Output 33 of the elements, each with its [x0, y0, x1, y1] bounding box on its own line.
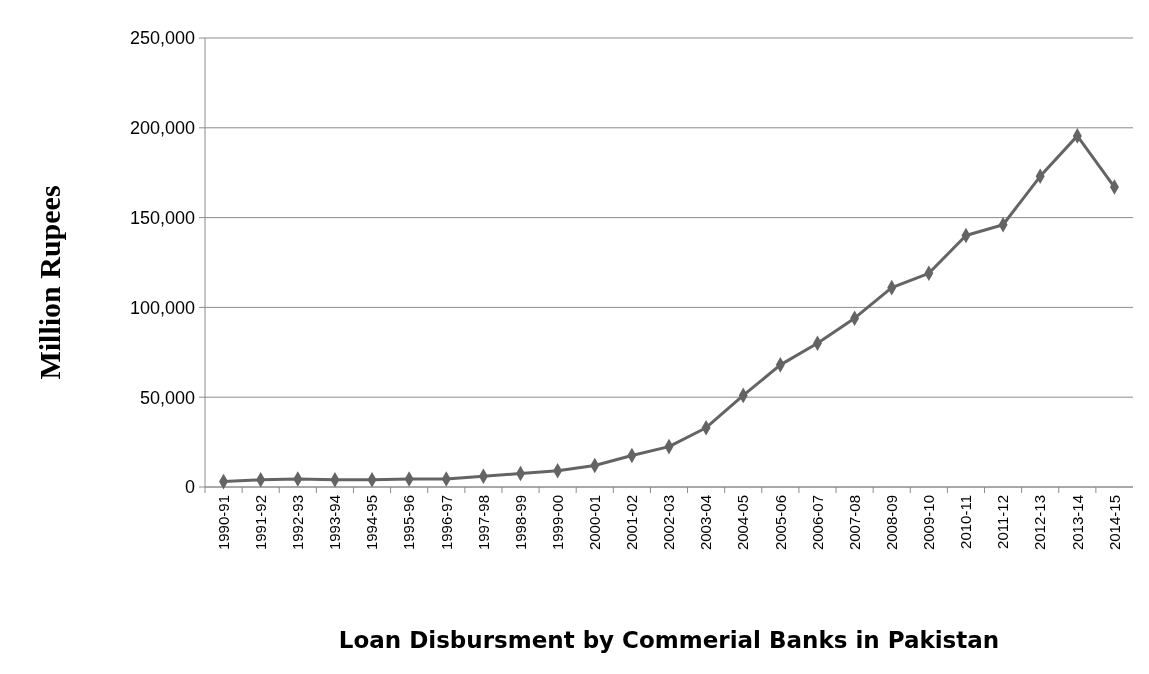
x-tick-label: 2005-06	[771, 495, 789, 551]
y-axis-title: Million Rupees	[33, 185, 66, 380]
x-tick-label: 2012-13	[1031, 495, 1049, 551]
x-tick-label: 2014-15	[1105, 495, 1123, 551]
x-tick-label: 2001-02	[623, 495, 641, 551]
y-tick-label: 150,000	[129, 207, 195, 228]
x-tick-label: 2011-12	[994, 495, 1012, 549]
x-tick-label: 1996-97	[437, 495, 455, 551]
x-tick-label: 2003-04	[697, 495, 715, 551]
y-tick-label: 250,000	[129, 28, 195, 49]
x-tick-label: 2009-10	[920, 495, 938, 551]
x-tick-label: 2000-01	[586, 495, 604, 551]
x-tick-label: 1997-98	[474, 495, 492, 551]
x-tick-label: 2010-11	[957, 495, 975, 549]
x-axis-title: Loan Disbursment by Commerial Banks in Pakistan	[338, 627, 1000, 653]
x-tick-label: 1992-93	[289, 495, 307, 551]
x-tick-label: 2008-09	[882, 495, 900, 551]
x-tick-label: 1993-94	[326, 495, 344, 551]
x-tick-label: 1998-99	[511, 495, 529, 551]
x-tick-label: 1990-91	[214, 495, 232, 551]
y-tick-label: 0	[184, 477, 195, 498]
x-tick-label: 1991-92	[251, 495, 269, 551]
x-tick-label: 1999-00	[548, 495, 566, 551]
x-tick-label: 1994-95	[363, 495, 381, 551]
y-tick-label: 200,000	[129, 118, 195, 139]
x-tick-label: 2006-07	[808, 495, 826, 551]
x-tick-label: 2002-03	[660, 495, 678, 551]
y-tick-label: 50,000	[139, 387, 195, 408]
y-tick-label: 100,000	[129, 297, 195, 318]
x-tick-label: 2013-14	[1068, 495, 1086, 551]
x-tick-label: 2004-05	[734, 495, 752, 551]
x-tick-label: 1995-96	[400, 495, 418, 551]
x-tick-label: 2007-08	[845, 495, 863, 551]
